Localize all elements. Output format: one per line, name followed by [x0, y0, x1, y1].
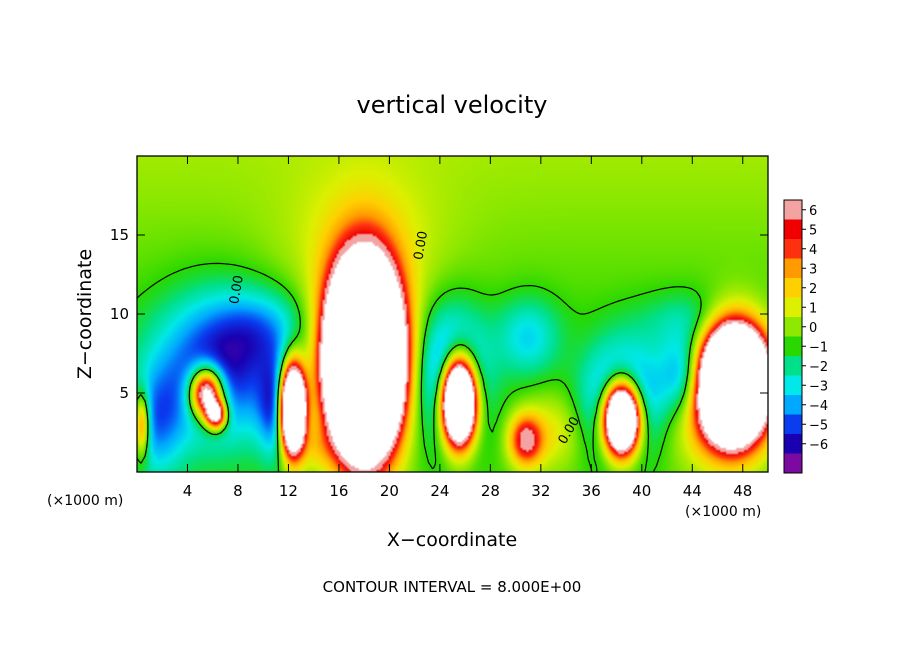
contour-value-label: 0.00	[227, 274, 247, 305]
colorbar-tick-label: 3	[809, 262, 817, 277]
y-tick-label: 15	[110, 226, 129, 244]
colorbar-tick-label: −5	[809, 418, 828, 433]
colorbar-swatch	[784, 200, 802, 220]
x-tick-label: 8	[233, 482, 243, 500]
y-axis-ticks: 5 10 15	[110, 226, 768, 402]
colorbar-tick-label: −1	[809, 340, 828, 355]
y-tick-label: 10	[110, 305, 129, 323]
plot-area: 0.000.000.00	[136, 155, 769, 473]
x-tick-label: 36	[582, 482, 601, 500]
zero-contours	[136, 262, 702, 473]
y-axis-label: Z−coordinate	[74, 249, 96, 379]
colorbar-tick-label: 2	[809, 282, 817, 297]
velocity-heatmap	[137, 156, 768, 472]
contour-value-label: 0.00	[411, 230, 431, 261]
colorbar-tick-label: −4	[809, 399, 828, 414]
x-tick-label: 48	[733, 482, 752, 500]
colorbar-swatch	[784, 317, 802, 337]
colorbar-tick-label: 1	[809, 301, 817, 316]
x-tick-label: 24	[430, 482, 449, 500]
colorbar: 6 5 4 3 2 1 0 −1 −2 −3 −4 −5 −6	[783, 199, 828, 474]
contour-interval-note: CONTOUR INTERVAL = 8.000E+00	[323, 578, 582, 596]
colorbar-swatch	[784, 297, 802, 318]
x-unit-label-right: (×1000 m)	[685, 504, 761, 520]
zero-contour-line	[136, 262, 702, 473]
colorbar-tick-label: 0	[809, 321, 817, 336]
colorbar-swatch	[784, 434, 802, 454]
colorbar-tick-label: −6	[809, 438, 828, 453]
x-axis-ticks: 4 8 12 16 20 24 28 32 36 40 44 48	[183, 156, 752, 500]
colorbar-swatch	[784, 414, 802, 435]
colorbar-swatch	[784, 219, 802, 240]
colorbar-swatch	[784, 395, 802, 415]
colorbar-tick-label: 6	[809, 204, 817, 219]
x-tick-label: 12	[279, 482, 298, 500]
y-tick-label: 5	[119, 384, 129, 402]
colorbar-swatch	[784, 375, 802, 396]
x-tick-label: 28	[481, 482, 500, 500]
x-tick-label: 32	[531, 482, 550, 500]
x-axis-label: X−coordinate	[387, 529, 517, 551]
x-unit-label-left: (×1000 m)	[47, 493, 123, 509]
colorbar-swatch	[784, 258, 802, 279]
x-tick-label: 20	[380, 482, 399, 500]
colorbar-swatch	[784, 336, 802, 357]
colorbar-tick-label: 5	[809, 223, 817, 238]
colorbar-swatch	[784, 453, 802, 474]
colorbar-swatch	[784, 278, 802, 298]
colorbar-tick-label: −3	[809, 379, 828, 394]
chart-title: vertical velocity	[357, 91, 548, 119]
x-tick-label: 40	[632, 482, 651, 500]
x-tick-label: 44	[683, 482, 702, 500]
colorbar-tick-label: 4	[809, 243, 817, 258]
colorbar-swatch	[784, 356, 802, 376]
x-tick-label: 4	[183, 482, 193, 500]
colorbar-frame	[783, 199, 803, 474]
x-tick-label: 16	[329, 482, 348, 500]
colorbar-tick-label: −2	[809, 360, 828, 375]
colorbar-swatch	[784, 239, 802, 259]
